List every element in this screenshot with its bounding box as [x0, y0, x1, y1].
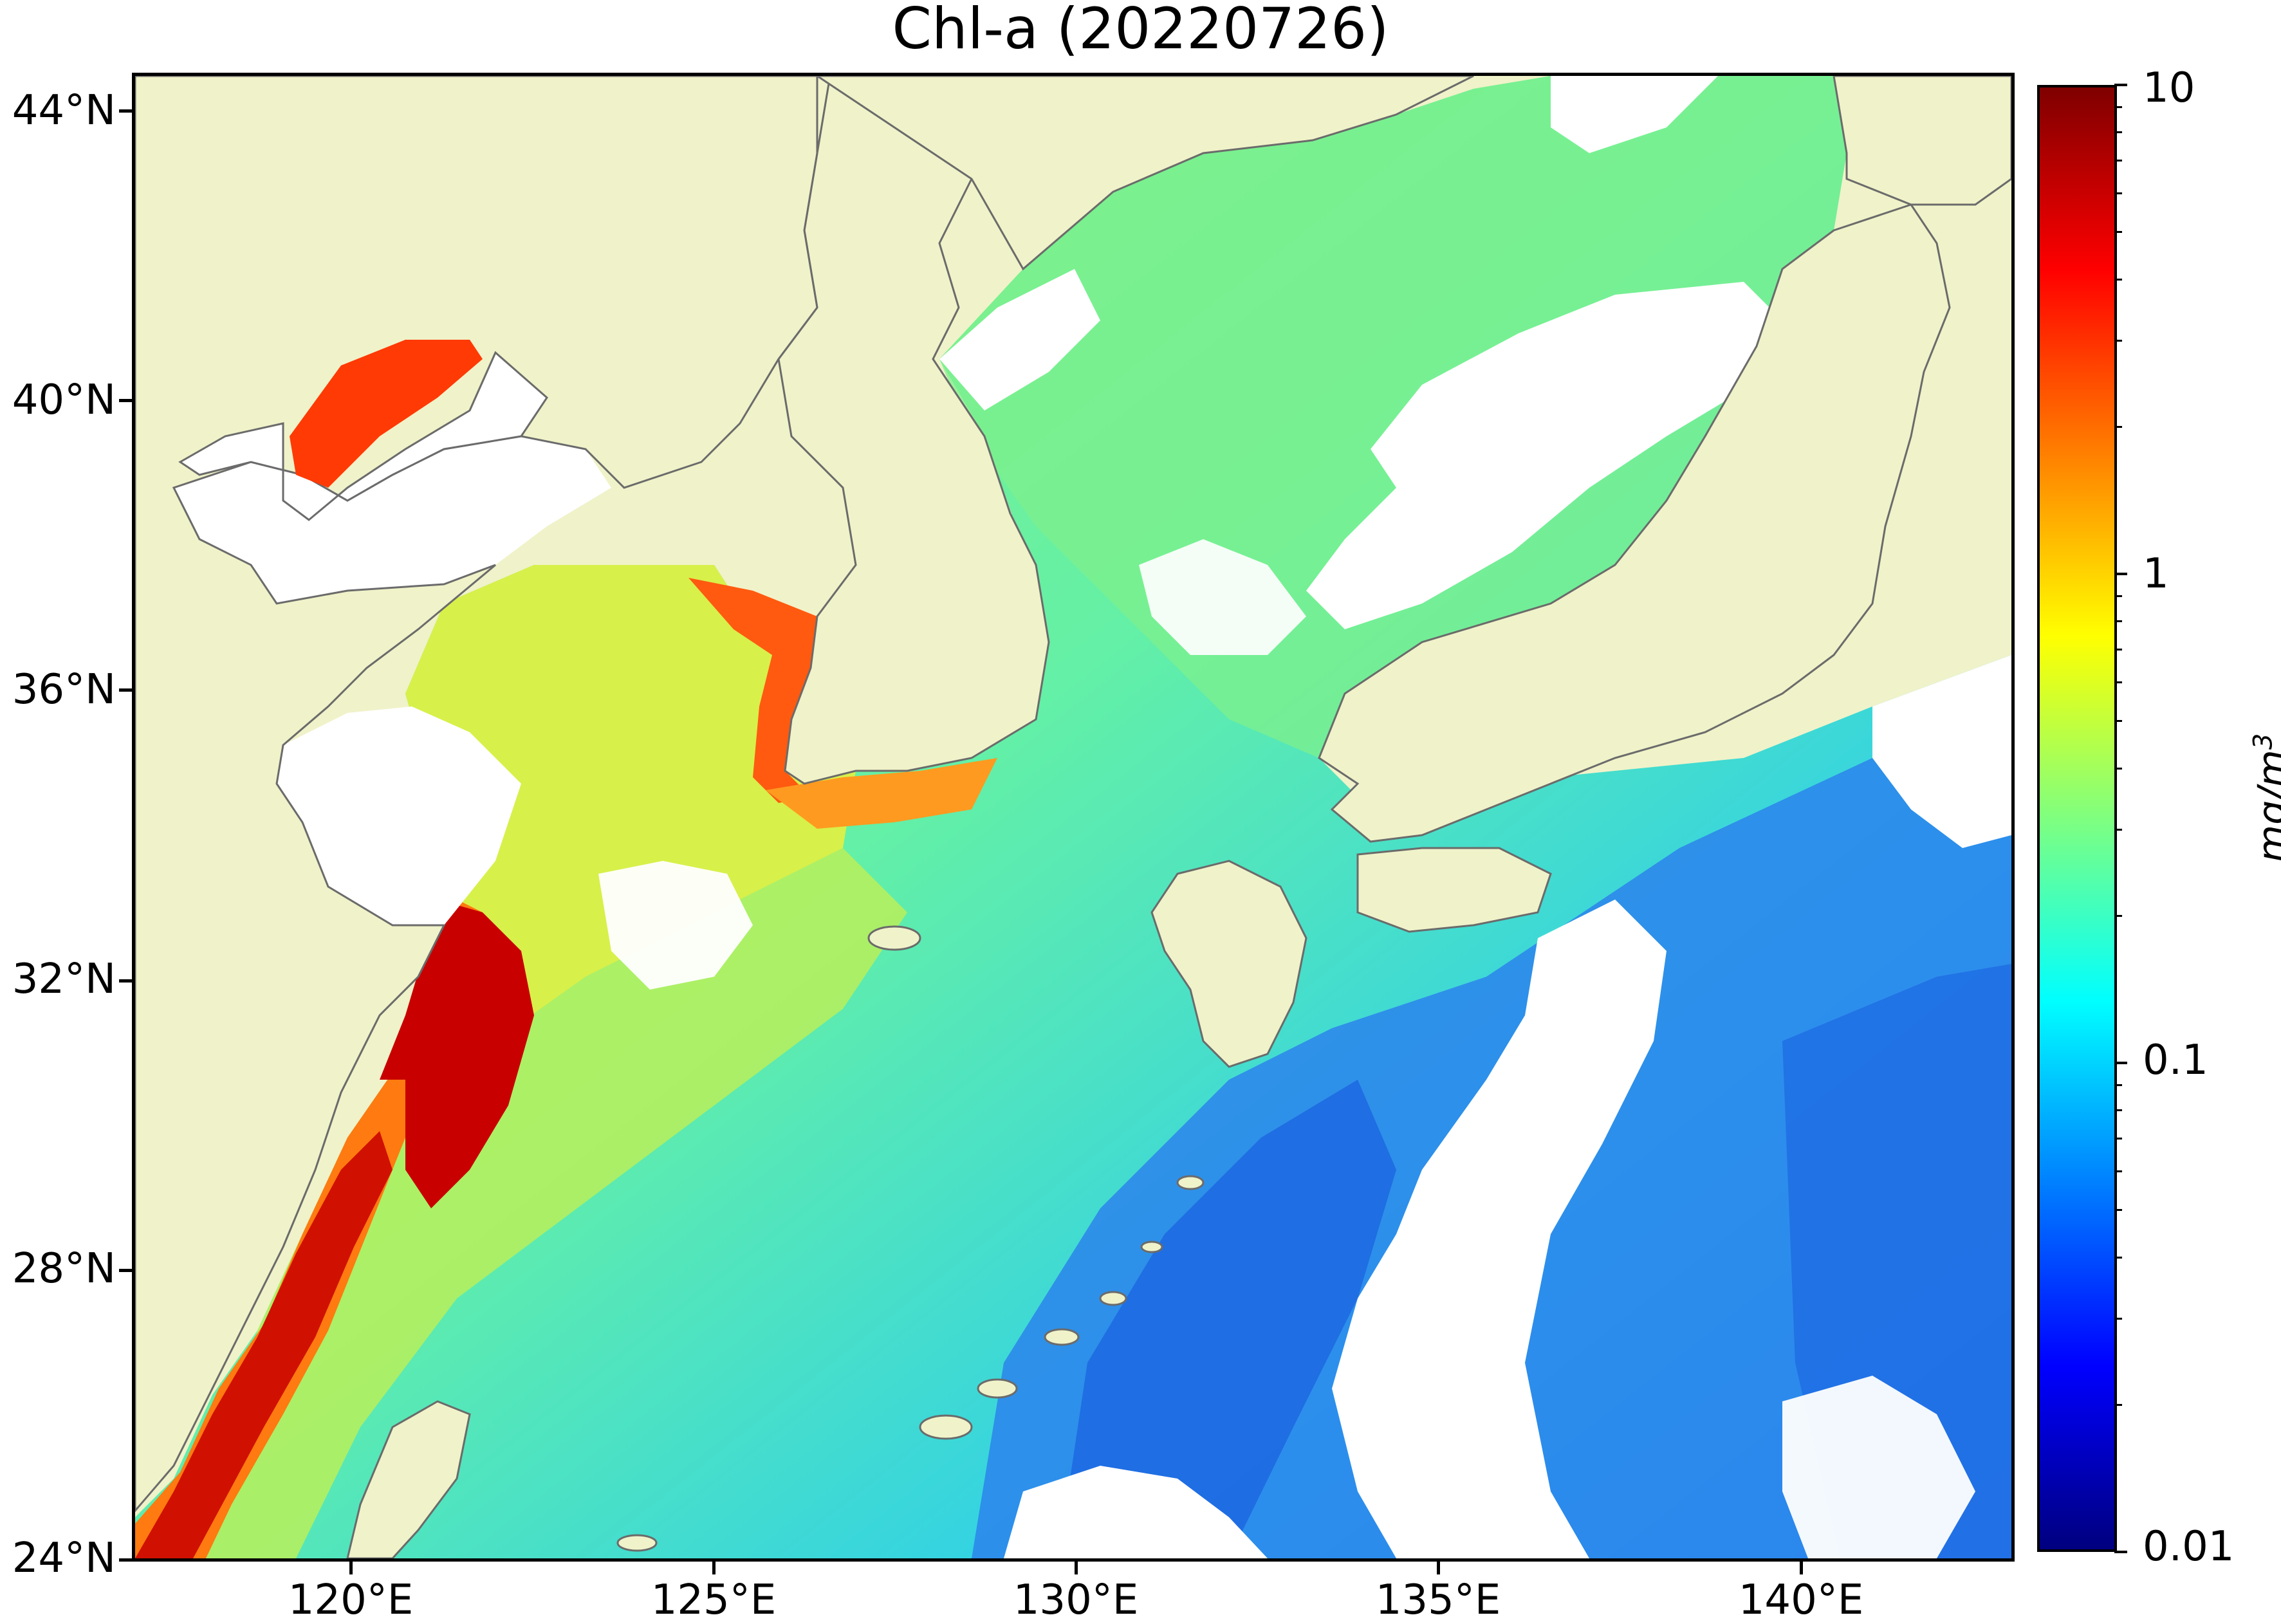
colorbar-label-1: 1 [2143, 550, 2169, 598]
no-data-sea-of-japan [1306, 282, 1782, 629]
lat-label-40n: 40°N [12, 376, 116, 424]
colorbar-major-tick [2114, 84, 2127, 86]
colorbar-major-tick [2114, 573, 2127, 575]
colorbar-minor-tick [2114, 620, 2122, 623]
colorbar-minor-tick [2114, 131, 2122, 134]
colorbar-minor-tick [2114, 339, 2122, 342]
colorbar-minor-tick [2114, 1170, 2122, 1173]
bohai-high-chl-2 [290, 340, 483, 488]
colorbar-minor-tick [2114, 1109, 2122, 1112]
yellow-sea [405, 565, 856, 1041]
lat-label-32n: 32°N [12, 955, 116, 1003]
colorbar-minor-tick [2114, 1403, 2122, 1406]
japan-hokkaido-land [1833, 76, 2011, 206]
japan-shikoku-land [1356, 847, 1552, 933]
lat-tick [119, 979, 132, 983]
colorbar-minor-tick [2114, 160, 2122, 162]
ryukyu-islands [616, 925, 1205, 1552]
colorbar-minor-tick [2114, 914, 2122, 917]
taiwan-land [346, 1400, 471, 1558]
korea-west-coast-high-chl [688, 578, 817, 803]
colorbar-minor-tick [2114, 1256, 2122, 1259]
no-data-sea-of-japan-2 [1139, 539, 1306, 655]
colorbar-label-0-01: 0.01 [2143, 1523, 2235, 1571]
pacific-very-low-chl [1068, 1080, 1396, 1558]
no-data-jiangsu [277, 706, 521, 925]
lat-tick [119, 399, 132, 402]
northeast-asia-land [815, 76, 1474, 271]
colorbar-unit-text: mg/m [2249, 750, 2281, 863]
colorbar-major-tick [2114, 1551, 2127, 1553]
no-data-north-sea-of-japan [939, 269, 1100, 411]
colorbar-major-tick [2114, 1062, 2127, 1064]
lon-tick [1437, 1562, 1440, 1574]
colorbar [2037, 85, 2117, 1552]
colorbar-minor-tick [2114, 681, 2122, 684]
colorbar-minor-tick [2114, 425, 2122, 428]
colorbar-label-0-1: 0.1 [2143, 1037, 2208, 1084]
lon-label-135e: 135°E [1375, 1576, 1501, 1624]
colorbar-minor-tick [2114, 720, 2122, 723]
colorbar-minor-tick [2114, 1209, 2122, 1212]
colorbar-unit: mg/m3 [2248, 734, 2281, 863]
lat-tick [119, 688, 132, 692]
lon-tick [349, 1562, 353, 1574]
lon-tick [1800, 1562, 1803, 1574]
no-data-ecs-patch [598, 861, 753, 990]
lon-label-125e: 125°E [651, 1576, 777, 1624]
colorbar-minor-tick [2114, 595, 2122, 598]
chlorophyll-map [135, 76, 2011, 1558]
no-data-north-coast [1551, 76, 1718, 153]
lat-tick [119, 1558, 132, 1562]
colorbar-minor-tick [2114, 192, 2122, 195]
no-data-pacific-southeast [1782, 1376, 1975, 1558]
colorbar-label-10: 10 [2143, 64, 2195, 112]
lat-label-24n: 24°N [12, 1535, 116, 1582]
colorbar-minor-tick [2114, 1317, 2122, 1320]
no-data-pacific-south [1004, 1466, 1268, 1558]
no-data-pacific-east [1872, 655, 2011, 848]
japan-honshu-land [1318, 203, 1951, 843]
colorbar-minor-tick [2114, 106, 2122, 109]
colorbar-minor-tick [2114, 231, 2122, 234]
japan-kyushu-land [1150, 860, 1307, 1068]
no-data-pacific-cloud [1332, 900, 1667, 1558]
colorbar-minor-tick [2114, 1084, 2122, 1087]
lat-tick [119, 109, 132, 113]
colorbar-minor-tick [2114, 649, 2122, 651]
korea-south-coast-orange [766, 758, 997, 829]
colorbar-minor-tick [2114, 828, 2122, 831]
lat-tick [119, 1269, 132, 1272]
lat-label-36n: 36°N [12, 666, 116, 714]
china-coast-high-chl [135, 900, 483, 1558]
lon-label-120e: 120°E [288, 1576, 414, 1624]
lat-label-28n: 28°N [12, 1245, 116, 1293]
colorbar-minor-tick [2114, 767, 2122, 770]
map-panel [132, 73, 2015, 1562]
zhejiang-coast-red [135, 1131, 392, 1558]
lon-tick [1075, 1562, 1078, 1574]
map-title: Chl-a (20220726) [892, 0, 1389, 62]
colorbar-minor-tick [2114, 1138, 2122, 1140]
lon-label-140e: 140°E [1738, 1576, 1864, 1624]
lon-tick [712, 1562, 716, 1574]
east-china-sea-shelf [199, 848, 907, 1558]
bohai-bay-water [178, 351, 548, 521]
korea-land [777, 76, 1050, 785]
colorbar-unit-exponent: 3 [2248, 733, 2278, 750]
colorbar-minor-tick [2114, 278, 2122, 281]
lat-label-44n: 44°N [12, 87, 116, 134]
lon-label-130e: 130°E [1013, 1576, 1139, 1624]
